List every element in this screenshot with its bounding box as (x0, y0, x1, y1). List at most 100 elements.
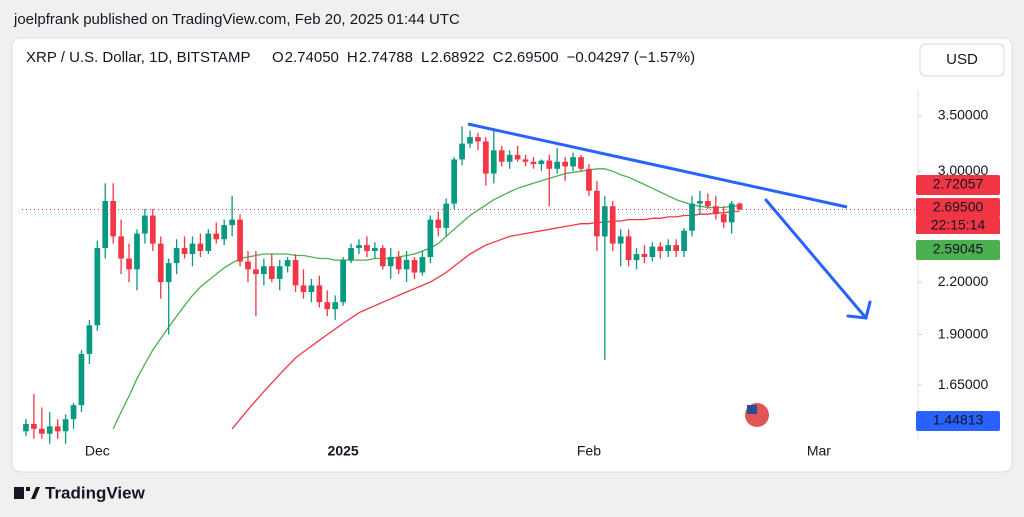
legend-value: 2.74788 (359, 49, 413, 66)
candle-body (609, 206, 616, 244)
candle-body (23, 423, 29, 432)
candle-body (387, 257, 394, 267)
currency-button[interactable] (919, 43, 1005, 77)
y-tick-label: 2.20000 (938, 273, 989, 289)
arrow (764, 198, 872, 320)
y-tick-label: 3.50000 (938, 107, 989, 123)
candle-body (673, 245, 680, 251)
legend-key: H (347, 49, 358, 66)
candle-body (586, 168, 592, 191)
y-tick-label: 1.90000 (938, 325, 989, 341)
candle-body (506, 154, 513, 162)
candle-body (712, 206, 719, 215)
candle-body (70, 405, 77, 420)
candle-body (641, 253, 648, 258)
trendline (467, 122, 848, 209)
candle-body (665, 245, 672, 251)
candle-body (292, 260, 299, 286)
candle-body (514, 154, 521, 160)
candle-body (419, 257, 426, 273)
candle-body (149, 215, 156, 244)
price-label: 1.44813 (933, 412, 984, 428)
change: −0.04297 (−1.57%) (567, 49, 695, 66)
candle-body (205, 233, 212, 251)
candle-body (308, 285, 315, 293)
candle-body (657, 246, 664, 251)
candle-body (578, 157, 584, 169)
candle-body (157, 243, 164, 283)
candle-body (728, 203, 735, 223)
candle-body (332, 302, 339, 310)
candle-body (173, 248, 180, 264)
candle-body (118, 236, 124, 259)
candle-body (490, 150, 497, 174)
candle-body (165, 263, 172, 283)
candle-body (102, 200, 109, 249)
candle-body (221, 225, 228, 240)
candle-body (364, 245, 370, 251)
price-label: 2.69500 (933, 199, 984, 215)
candle-body (213, 233, 220, 240)
published-line: joelpfrank published on TradingView.com,… (13, 11, 460, 28)
price-label: 2.59045 (933, 241, 984, 257)
candle-body (443, 203, 450, 228)
candle-body (229, 219, 235, 226)
candle-body (189, 243, 196, 254)
candle-body (54, 426, 61, 432)
candle-body (245, 261, 251, 270)
x-tick-label: Feb (577, 443, 601, 459)
candle-body (530, 161, 537, 165)
x-tick-label: Mar (807, 443, 831, 459)
legend-value: 2.74050 (285, 49, 339, 66)
moving-average (231, 210, 740, 430)
candle-body (475, 137, 481, 142)
candle-body (625, 236, 632, 261)
candle-body (395, 257, 402, 270)
currency[interactable]: USD (946, 51, 978, 68)
ohlc-legend: O 2.74050 H 2.74788 L 2.68922 C 2.69500 −0.04297… (272, 49, 695, 66)
logo (14, 487, 40, 499)
candle-body (483, 141, 489, 174)
candle-body (554, 161, 561, 169)
candle-body (467, 137, 473, 144)
candle-body (62, 419, 69, 432)
legend-value: 2.68922 (430, 49, 484, 66)
candle-body (720, 214, 727, 223)
candle-body (522, 159, 529, 162)
candle-body (459, 143, 465, 160)
candle-body (276, 266, 283, 279)
price-label-box (916, 218, 1000, 234)
candle-body (46, 426, 53, 434)
candle-body (411, 260, 418, 273)
x-tick-label: 2025 (328, 443, 359, 459)
candle-body (316, 285, 323, 303)
flag-canton (747, 405, 757, 414)
candle-body (427, 219, 434, 258)
candle-body (181, 248, 188, 254)
price-label-box (916, 198, 1000, 218)
candle-body (736, 203, 743, 210)
candle-body (498, 150, 505, 162)
candle-body (260, 266, 267, 275)
candle-body (601, 206, 608, 237)
price-label: 2.72057 (933, 176, 984, 192)
legend-key: C (493, 49, 504, 66)
candle-body (451, 159, 457, 204)
chart-panel (11, 37, 1013, 473)
candle-body (31, 423, 37, 429)
candle-body (38, 428, 45, 434)
y-tick-label: 1.65000 (938, 376, 989, 392)
x-tick-label: Dec (85, 443, 110, 459)
candle-body (324, 302, 331, 310)
candle-body (649, 246, 656, 258)
candle-body (356, 245, 362, 249)
flag-icon (745, 403, 769, 427)
candle-body (78, 353, 85, 406)
price-label-box (916, 175, 1000, 195)
candle-body (570, 157, 576, 167)
candle-body (94, 248, 101, 326)
legend-key: O (272, 49, 284, 66)
price-label: 22:15:14 (931, 217, 986, 233)
